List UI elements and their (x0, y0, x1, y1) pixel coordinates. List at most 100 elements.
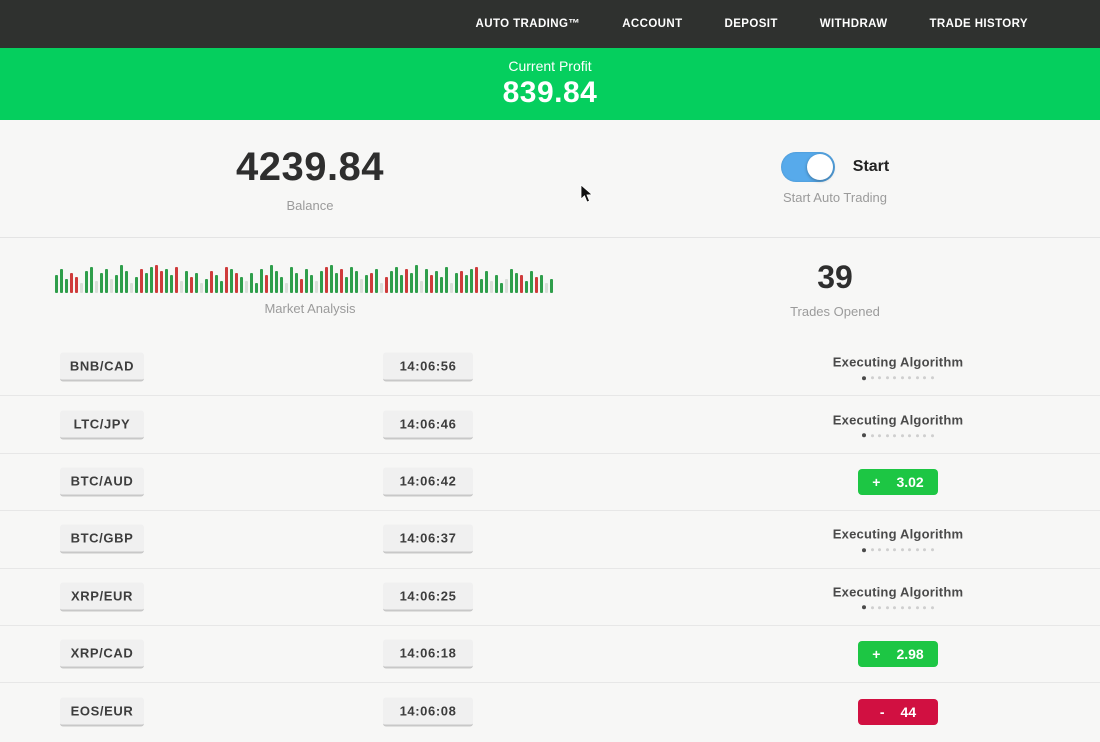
analysis-bar (220, 281, 223, 293)
analysis-bar (515, 273, 518, 293)
progress-dot-icon (862, 548, 867, 553)
table-row: LTC/JPY 14:06:46 Executing Algorithm (0, 396, 1100, 454)
analysis-bar (440, 277, 443, 293)
nav-deposit[interactable]: DEPOSIT (724, 18, 778, 30)
time-chip: 14:06:56 (383, 352, 473, 382)
analysis-bar (375, 269, 378, 293)
analysis-bar (210, 271, 213, 293)
analysis-bar (410, 273, 413, 293)
analysis-bar (115, 275, 118, 293)
nav-trade-history[interactable]: TRADE HISTORY (929, 18, 1028, 30)
toggle-caption: Start Auto Trading (782, 190, 888, 205)
analysis-bar (195, 273, 198, 293)
analysis-bar (480, 279, 483, 293)
auto-trading-block: Start Start Auto Trading (620, 120, 1050, 237)
pair-chip[interactable]: BTC/GBP (60, 524, 144, 554)
analysis-bar (70, 273, 73, 293)
analysis-bar (75, 277, 78, 293)
progress-dot-icon (923, 548, 927, 552)
balance-section: 4239.84 Balance Start Start Auto Trading (0, 120, 1100, 237)
analysis-bar (315, 281, 318, 293)
analysis-bar (500, 283, 503, 293)
analysis-bar (540, 275, 543, 293)
analysis-bar (520, 275, 523, 293)
trade-status: Executing Algorithm (815, 354, 981, 380)
profit-badge: +2.98 (858, 641, 938, 668)
analysis-bar (385, 277, 388, 293)
analysis-bar (235, 273, 238, 293)
analysis-bar (110, 279, 113, 293)
analysis-bar (455, 273, 458, 293)
current-profit-banner: Current Profit 839.84 (0, 48, 1100, 120)
market-analysis-label: Market Analysis (264, 301, 356, 316)
badge-sign: - (879, 704, 885, 721)
toggle-knob-icon (806, 154, 833, 180)
trades-opened-block: 39 Trades Opened (620, 238, 1050, 339)
analysis-bar (420, 281, 423, 293)
analysis-bar (370, 273, 373, 293)
analysis-bar (325, 267, 328, 293)
profit-badge: +3.02 (858, 468, 938, 495)
pair-chip[interactable]: BTC/AUD (60, 467, 144, 497)
trade-status: Executing Algorithm (815, 584, 981, 610)
pair-chip[interactable]: BNB/CAD (60, 352, 144, 382)
market-analysis-block: Market Analysis (0, 238, 620, 339)
analysis-bar (530, 271, 533, 293)
analysis-bar (230, 269, 233, 293)
table-row: EOS/EUR 14:06:08 -44 (0, 683, 1100, 740)
progress-dot-icon (930, 606, 934, 609)
analysis-bar (335, 273, 338, 293)
progress-dot-icon (870, 433, 874, 437)
trades-opened-label: Trades Opened (790, 303, 880, 319)
executing-algorithm-label: Executing Algorithm (832, 354, 964, 370)
analysis-bar (80, 283, 83, 293)
analysis-bar (545, 283, 548, 293)
progress-dots (862, 605, 934, 610)
analysis-bar (155, 265, 158, 293)
analysis-bar (310, 275, 313, 293)
progress-dot-icon (930, 548, 934, 552)
analysis-bar (400, 275, 403, 293)
analysis-bar (160, 271, 163, 293)
pair-chip[interactable]: XRP/EUR (60, 582, 144, 612)
analysis-bar (205, 279, 208, 293)
pair-chip[interactable]: XRP/CAD (60, 639, 144, 669)
analysis-bar (140, 269, 143, 293)
nav-withdraw[interactable]: WITHDRAW (819, 18, 888, 30)
loss-badge: -44 (858, 699, 938, 726)
progress-dot-icon (923, 606, 927, 609)
progress-dot-icon (878, 548, 882, 552)
table-row: XRP/EUR 14:06:25 Executing Algorithm (0, 569, 1100, 626)
analysis-bar (275, 271, 278, 293)
analysis-bar (360, 279, 363, 293)
progress-dot-icon (930, 376, 934, 380)
progress-dot-icon (923, 433, 927, 437)
table-row: XRP/CAD 14:06:18 +2.98 (0, 626, 1100, 684)
trade-status: -44 (815, 699, 981, 726)
analysis-bar (190, 277, 193, 293)
analysis-bar (460, 271, 463, 293)
analysis-bar (365, 275, 368, 293)
analysis-bar (395, 267, 398, 293)
analysis-bar (225, 267, 228, 293)
analysis-bar (340, 269, 343, 293)
analysis-bar (65, 279, 68, 293)
trade-status: Executing Algorithm (815, 412, 981, 438)
auto-trading-toggle[interactable] (780, 152, 835, 182)
progress-dot-icon (900, 433, 904, 437)
progress-dot-icon (862, 433, 867, 438)
nav-auto-trading[interactable]: AUTO TRADING™ (475, 18, 581, 30)
pair-chip[interactable]: EOS/EUR (60, 697, 144, 727)
progress-dot-icon (908, 376, 912, 380)
pair-chip[interactable]: LTC/JPY (60, 410, 144, 440)
progress-dot-icon (893, 433, 897, 437)
analysis-bar (305, 269, 308, 293)
progress-dot-icon (885, 376, 889, 380)
badge-sign: + (872, 646, 881, 663)
balance-value: 4239.84 (235, 144, 385, 189)
analysis-bar (380, 283, 383, 293)
top-nav: AUTO TRADING™ ACCOUNT DEPOSIT WITHDRAW T… (0, 0, 1100, 48)
balance-label: Balance (286, 197, 334, 213)
nav-account[interactable]: ACCOUNT (622, 18, 683, 30)
badge-amount: 44 (900, 704, 917, 721)
